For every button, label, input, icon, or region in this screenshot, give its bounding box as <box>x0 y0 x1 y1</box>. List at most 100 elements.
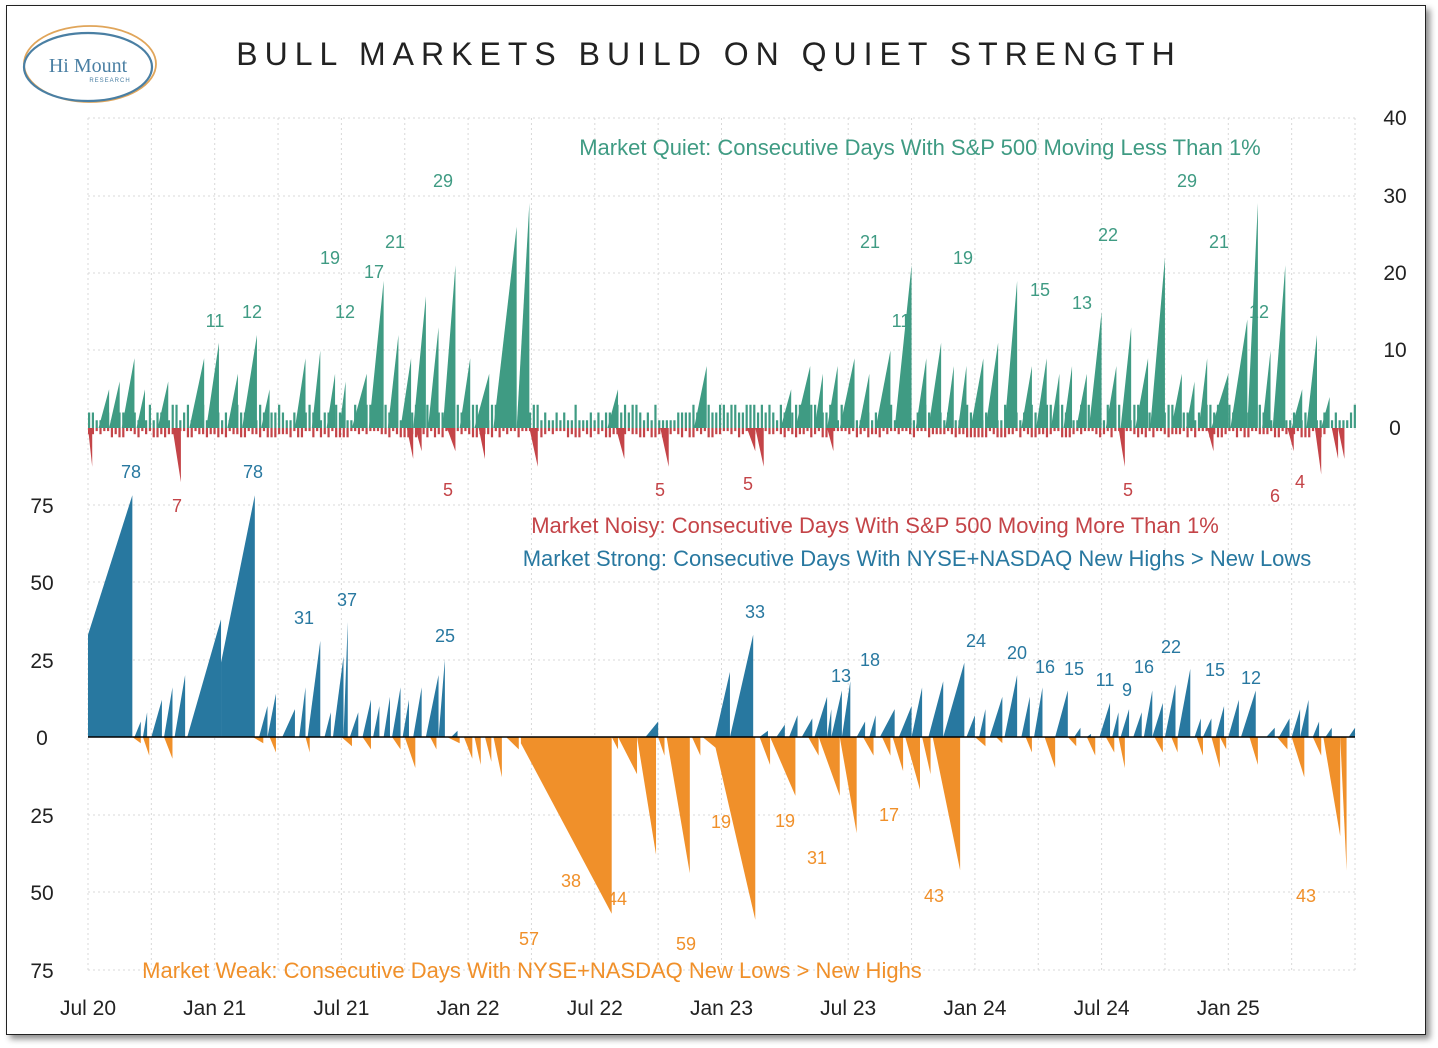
quiet-noise-bars-bar <box>928 412 931 428</box>
weak-area-ramp <box>1086 737 1096 756</box>
strong-area-ramp <box>221 495 255 737</box>
quiet-noise-bars-bar <box>627 412 630 428</box>
quiet-area-ramp <box>516 203 530 428</box>
weak-area-ramp <box>269 737 276 753</box>
strong-area-ramp <box>869 715 876 737</box>
strong-series-title: Market Strong: Consecutive Days With NYS… <box>523 546 1312 571</box>
noisy-bars-bar <box>878 428 881 438</box>
noisy-area-ramp <box>615 428 625 459</box>
strong-area-ramp <box>1312 721 1320 737</box>
strong-area-ramp <box>1021 696 1030 737</box>
noisy-bars-bar <box>224 428 228 438</box>
noisy-bars-bar <box>270 428 273 438</box>
strong-area-ramp <box>1300 699 1309 737</box>
noisy-area-ramp <box>1331 428 1339 459</box>
noisy-bars-bar <box>1190 428 1193 432</box>
quiet-noise-bars-bar <box>741 412 744 428</box>
strong-area-ramp <box>928 681 944 737</box>
quiet-area-ramp <box>1088 311 1102 428</box>
strong-area-ramp <box>1240 690 1256 737</box>
noisy-bars-bar <box>890 428 893 432</box>
quiet-noise-bars-bar <box>1349 412 1353 428</box>
x-axis-tick-label: Jan 23 <box>690 997 753 1020</box>
quiet-noise-bars-bar <box>186 404 190 428</box>
noisy-bars-bar <box>901 428 904 432</box>
noisy-bars-bar <box>205 428 209 438</box>
strong-peak-label: 78 <box>121 462 141 482</box>
noisy-bars-bar <box>597 428 600 435</box>
strong-peak-label: 25 <box>435 626 455 646</box>
noisy-bars-bar <box>604 428 608 438</box>
noisy-bars-bar <box>874 428 878 435</box>
quiet-area-ramp <box>958 366 967 428</box>
quiet-noise-bars-bar <box>680 412 684 428</box>
noisy-bars-bar <box>981 428 984 438</box>
strong-area-ramp <box>1099 702 1111 737</box>
noisy-bars-bar <box>213 428 216 435</box>
strong-area-ramp <box>174 675 186 737</box>
noisy-bars-bar <box>1015 428 1018 432</box>
noisy-bars-bar <box>388 428 391 438</box>
noisy-bars-bar <box>1292 428 1296 435</box>
noisy-bars-bar <box>669 428 672 435</box>
strong-area-ramp <box>1266 727 1275 737</box>
quiet-noise-bars-bar <box>544 412 547 428</box>
noisy-bars-bar <box>1072 428 1075 435</box>
noisy-bars-bar <box>886 428 889 435</box>
noisy-bars-bar <box>1247 428 1250 438</box>
noisy-bars-bar <box>1000 428 1003 438</box>
weak-area-ramp <box>506 737 519 750</box>
noisy-bars-bar <box>1224 428 1227 435</box>
quiet-peak-label: 19 <box>953 248 973 268</box>
strong-area-ramp <box>373 706 380 737</box>
quiet-noise-bars-bar <box>585 420 589 428</box>
strong-area-ramp <box>645 721 659 737</box>
quiet-noise-bars-bar <box>179 420 182 428</box>
quiet-noise-bars-bar <box>224 412 228 428</box>
noisy-bars-bar <box>289 428 292 438</box>
weak-area-ramp <box>932 737 961 871</box>
x-axis-tick-label: Jan 21 <box>183 997 246 1020</box>
noisy-bars-bar <box>513 428 516 432</box>
noisy-bars-bar <box>707 428 710 438</box>
quiet-noise-bars-bar <box>639 412 642 428</box>
quiet-noise-bars-bar <box>969 412 973 428</box>
noisy-bars-bar <box>734 428 737 432</box>
quiet-noise-bars-bar <box>726 412 729 428</box>
weak-area-ramp <box>463 737 473 759</box>
noisy-bars-bar <box>703 428 706 432</box>
noisy-bars-bar <box>475 428 478 438</box>
strong-peak-label: 78 <box>243 462 263 482</box>
noisy-bars-bar <box>954 428 957 438</box>
strong-area-ramp <box>943 662 965 737</box>
strong-area-ramp <box>134 721 141 737</box>
noisy-bars-bar <box>623 428 627 435</box>
weak-area-ramp <box>1171 737 1178 753</box>
weak-area-ramp <box>637 737 657 855</box>
noisy-bars-bar <box>688 428 691 438</box>
noisy-bars-bar <box>935 428 938 435</box>
quiet-area-ramp <box>945 366 954 428</box>
noisy-bars-bar <box>787 428 790 432</box>
noisy-bars-bar <box>346 428 349 438</box>
noisy-bars-bar <box>99 428 102 435</box>
quiet-noise-bars-bar <box>589 412 592 428</box>
quiet-area-ramp <box>294 358 306 428</box>
quiet-noise-bars-bar <box>308 404 311 428</box>
weak-area-ramp <box>446 737 460 744</box>
noisy-bars-bar <box>1186 428 1189 438</box>
strong-area-ramp <box>1120 709 1130 737</box>
weak-trough-label: 17 <box>879 805 899 825</box>
noisy-bars-bar <box>494 428 497 432</box>
noisy-bars-bar <box>91 428 95 435</box>
quiet-noise-bars-bar <box>855 420 859 428</box>
weak-area-ramp <box>252 737 264 744</box>
strong-peak-label: 20 <box>1007 643 1027 663</box>
strong-area-ramp <box>187 619 222 737</box>
noisy-bars-bar <box>243 428 247 438</box>
weak-area-ramp <box>1211 737 1220 768</box>
quiet-noise-bars-bar <box>289 420 292 428</box>
noisy-bars-bar <box>943 428 946 435</box>
noisy-area-ramp <box>1314 428 1322 475</box>
